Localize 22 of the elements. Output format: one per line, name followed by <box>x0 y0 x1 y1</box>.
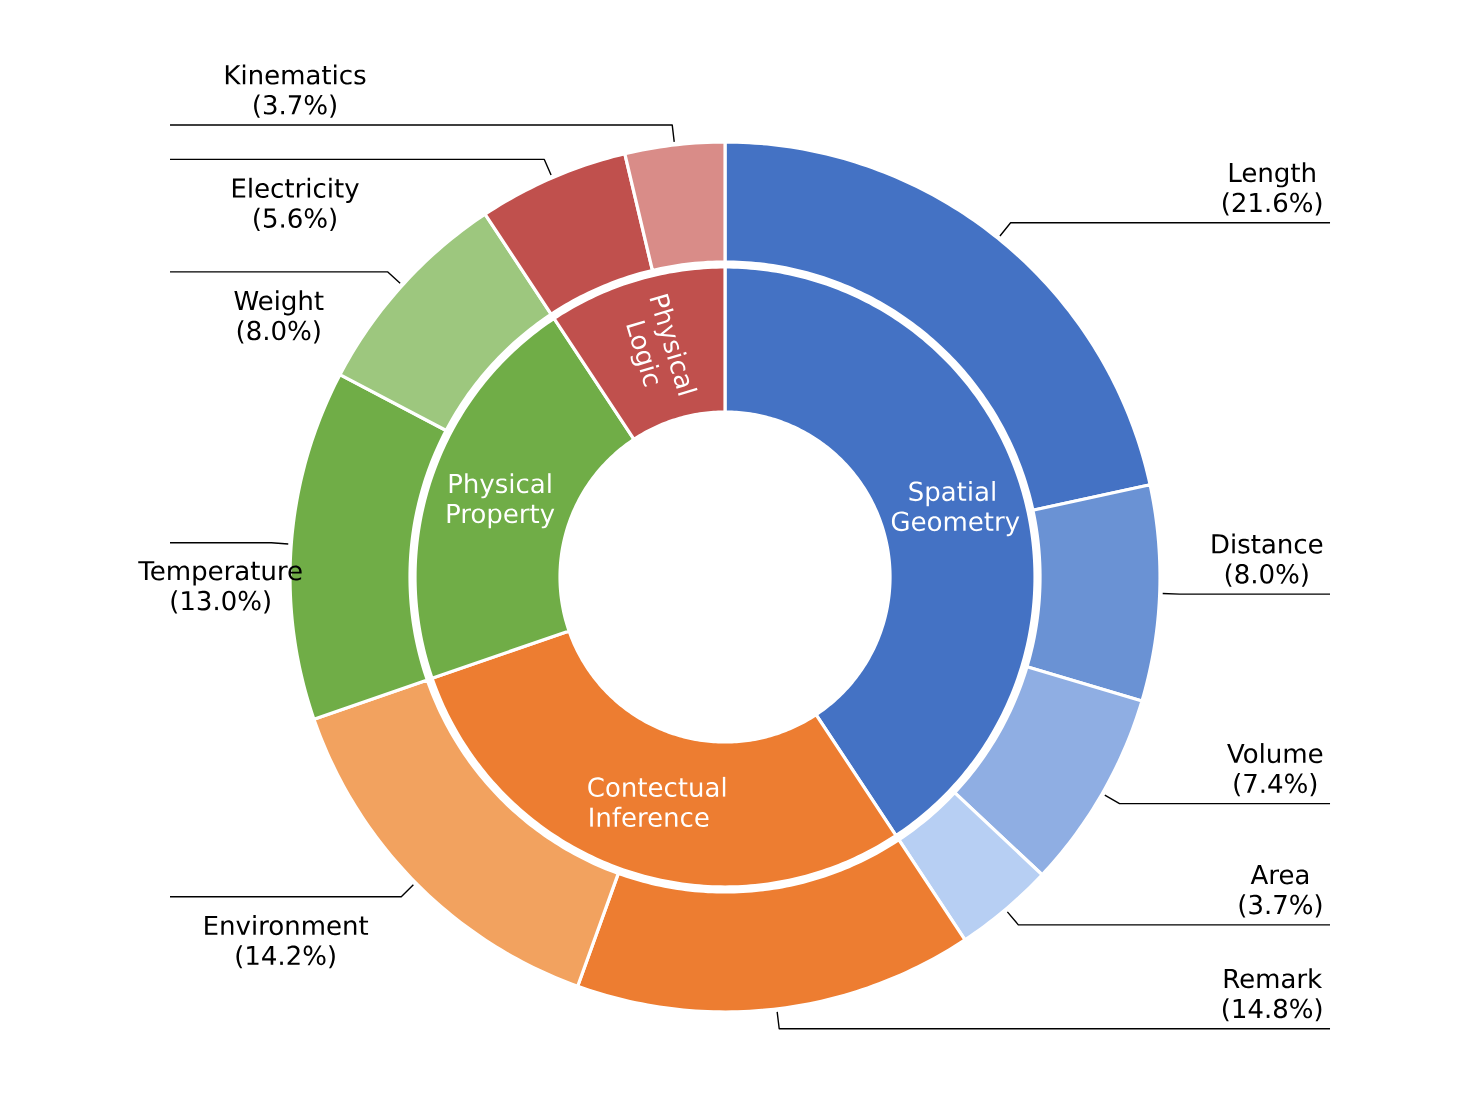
data-label: (3.7%) <box>1239 894 1322 918</box>
slice-label: Length <box>1229 162 1315 188</box>
slice-label: Physical Property <box>447 473 555 529</box>
data-label: (14.2%) <box>236 945 335 969</box>
slice-label: Electricity <box>232 177 359 203</box>
data-label: (5.6%) <box>254 207 336 231</box>
data-label: (8.0%) <box>1225 563 1308 587</box>
slice-label: Spatial Geometry <box>891 480 1020 537</box>
slice-label: Weight <box>234 290 324 316</box>
data-label: (14.8%) <box>1222 998 1322 1022</box>
slice-label: Environment <box>205 915 369 936</box>
slice-label: Volume <box>1227 743 1323 764</box>
slice-label: Distance <box>1212 533 1323 554</box>
data-label: (13.0%) <box>171 590 270 614</box>
slice-label: Kinematics <box>225 64 366 85</box>
data-label: (8.0%) <box>237 320 320 344</box>
slice-label: Area <box>1250 865 1309 885</box>
data-label: (7.4%) <box>1234 773 1317 797</box>
data-label: (21.6%) <box>1222 192 1322 216</box>
data-label: (3.7%) <box>254 94 336 118</box>
slice-label: Remark <box>1224 968 1323 989</box>
slice-label: Contectual Inference <box>588 776 726 827</box>
